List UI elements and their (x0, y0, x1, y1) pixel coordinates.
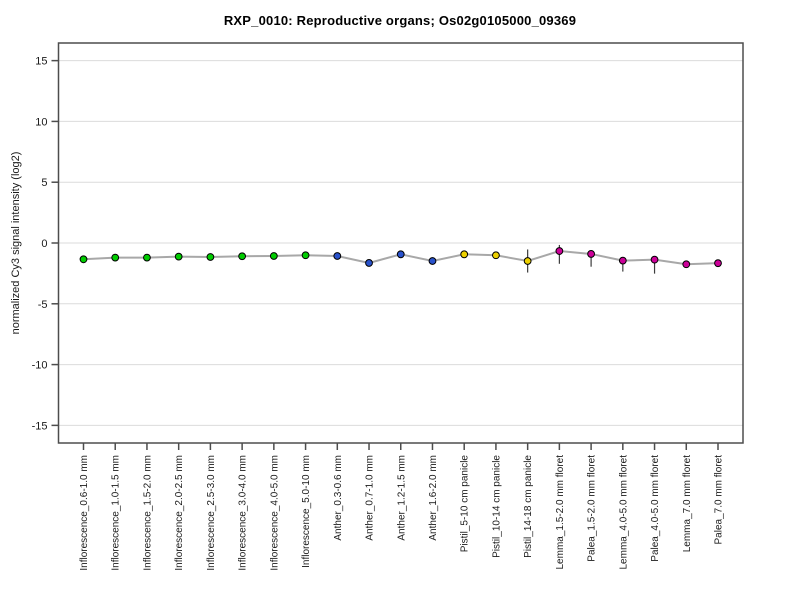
data-point (555, 247, 564, 255)
y-tick-label: -15 (32, 420, 48, 432)
y-axis-label: normalized Cy3 signal intensity (log2) (10, 151, 22, 335)
data-point (143, 253, 151, 262)
y-tick-label: 15 (35, 56, 47, 68)
x-tick-label: Inflorescence_1.5-2.0 mm (142, 455, 153, 571)
data-point (428, 257, 437, 265)
data-point (206, 253, 215, 261)
x-tick-label: Anther_0.7-1.0 mm (365, 455, 376, 541)
x-tick-label: Inflorescence_3.0-4.0 mm (238, 455, 249, 571)
data-point (365, 259, 373, 267)
x-tick-label: Lemma_7.0 mm floret (682, 455, 693, 552)
x-tick-label: Palea_7.0 mm floret (714, 455, 725, 545)
x-tick-label: Inflorescence_5.0-10 mm (301, 455, 312, 568)
x-tick-label: Pistil_5-10 cm panicle (460, 455, 471, 553)
data-point (650, 255, 659, 264)
x-tick-label: Palea_1.5-2.0 mm floret (587, 455, 598, 562)
data-point (174, 252, 183, 261)
y-tick-label: 5 (41, 177, 47, 189)
data-point (238, 252, 247, 261)
x-tick-label: Inflorescence_2.0-2.5 mm (174, 455, 185, 571)
x-tick-label: Inflorescence_1.0-1.5 mm (111, 455, 122, 571)
data-point (492, 251, 500, 260)
data-point (618, 256, 627, 265)
x-tick-label: Palea_4.0-5.0 mm floret (650, 455, 661, 562)
y-tick-label: -5 (38, 299, 48, 311)
x-tick-label: Lemma_1.5-2.0 mm floret (555, 455, 566, 570)
x-tick-label: Anther_0.3-0.6 mm (333, 455, 344, 541)
data-point (269, 252, 278, 260)
x-tick-label: Inflorescence_4.0-5.0 mm (269, 455, 280, 571)
x-tick-label: Anther_1.2-1.5 mm (396, 455, 407, 541)
x-tick-label: Anther_1.6-2.0 mm (428, 455, 439, 541)
chart-title: RXP_0010: Reproductive organs; Os02g0105… (223, 13, 577, 28)
data-point (301, 251, 310, 260)
data-point (523, 257, 532, 265)
y-tick-label: 10 (35, 116, 47, 128)
data-point (79, 255, 88, 264)
x-tick-label: Pistil_10-14 cm panicle (491, 455, 502, 558)
x-tick-label: Lemma_4.0-5.0 mm floret (618, 455, 629, 570)
data-point (111, 253, 120, 262)
data-point (587, 250, 595, 258)
data-point (333, 252, 342, 260)
y-tick-label: -10 (32, 360, 48, 372)
data-point (460, 250, 469, 259)
data-point (714, 259, 722, 268)
x-tick-label: Inflorescence_0.6-1.0 mm (79, 455, 90, 571)
y-tick-label: 0 (41, 238, 47, 250)
x-tick-label: Inflorescence_2.5-3.0 mm (206, 455, 217, 571)
data-point (682, 260, 691, 269)
x-tick-label: Pistil_14-18 cm panicle (523, 455, 534, 558)
data-point (396, 250, 405, 259)
